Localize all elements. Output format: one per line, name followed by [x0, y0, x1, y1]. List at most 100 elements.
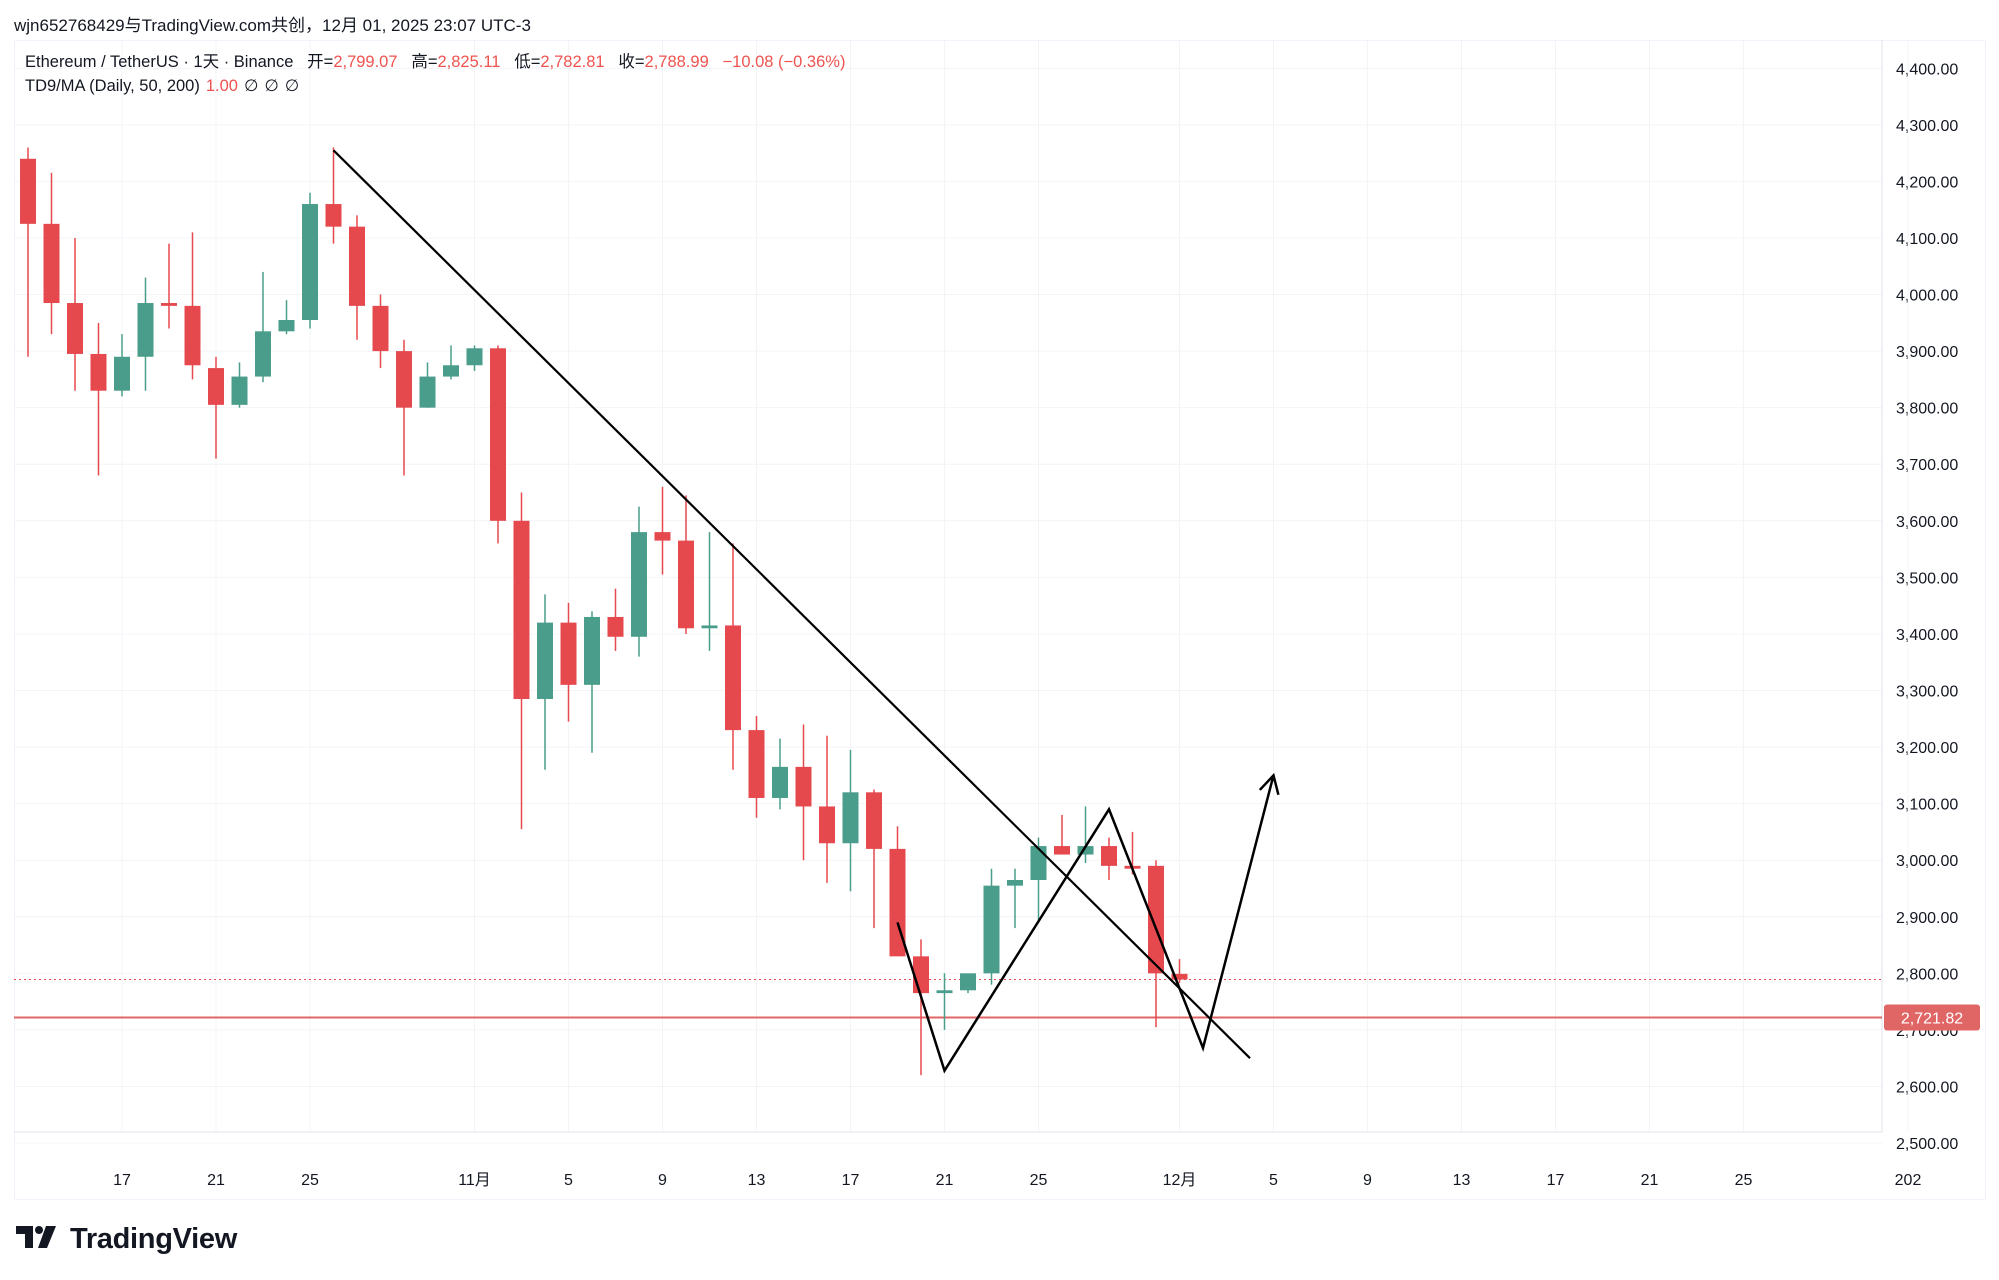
candle-body [419, 376, 436, 408]
y-tick-label: 3,200.00 [1896, 740, 1958, 757]
x-tick-label: 5 [1269, 1172, 1278, 1189]
x-tick-label: 21 [207, 1172, 225, 1189]
tradingview-brand[interactable]: TradingView [16, 1223, 237, 1256]
y-tick-label: 3,600.00 [1896, 514, 1958, 531]
candle-body [67, 303, 83, 354]
candle-body [1077, 846, 1094, 855]
brand-name: TradingView [70, 1223, 237, 1255]
indicator-null-2: ∅ [264, 77, 279, 95]
downtrend-line [332, 149, 1251, 1059]
candle-body [90, 353, 107, 391]
y-tick-label: 3,500.00 [1896, 570, 1958, 587]
legend-ohlc-row: Ethereum / TetherUS · 1天 · Binance 开=2,7… [25, 50, 845, 74]
x-tick-label: 11月 [458, 1172, 491, 1189]
support-price-tag [1884, 1004, 1980, 1031]
low-value: 2,782.81 [540, 53, 605, 71]
y-tick-label: 2,800.00 [1896, 966, 1958, 983]
candle-body [490, 348, 506, 521]
x-tick-label: 13 [1453, 1172, 1471, 1189]
candle-body [302, 204, 318, 320]
y-tick-label: 3,800.00 [1896, 401, 1958, 418]
candle-body [443, 365, 459, 377]
support-price-label: 2,721.82 [1901, 1011, 1963, 1028]
x-tick-label: 9 [658, 1172, 667, 1189]
candle-body [349, 226, 365, 306]
legend-indicator-row: TD9/MA (Daily, 50, 200) 1.00 ∅ ∅ ∅ [25, 74, 845, 98]
candle-body [983, 885, 1000, 974]
y-tick-label: 3,000.00 [1896, 853, 1958, 870]
candle-body [866, 792, 882, 849]
high-value: 2,825.11 [437, 53, 501, 71]
share-caption: wjn652768429与TradingView.com共创，12月 01, 2… [14, 16, 531, 35]
candle-body [560, 622, 577, 685]
candle-body [1007, 880, 1023, 886]
x-tick-label: 12月 [1163, 1172, 1197, 1189]
high-label: 高= [411, 53, 438, 71]
candle-body [701, 625, 718, 629]
indicator-null-1: ∅ [243, 77, 259, 95]
candle-body [819, 806, 835, 844]
candle-body [772, 766, 788, 798]
candle-body [137, 303, 154, 357]
chart-frame [14, 40, 1986, 1200]
candle-body [795, 766, 812, 807]
x-tick-label: 21 [1641, 1172, 1659, 1189]
y-tick-label: 2,600.00 [1896, 1079, 1958, 1096]
candle-body [748, 730, 765, 798]
candle-body [936, 990, 953, 994]
candle-body [161, 303, 177, 306]
y-tick-label: 4,200.00 [1896, 174, 1958, 191]
candle-body [725, 625, 741, 731]
candle-body [1054, 846, 1070, 855]
candle-body [678, 540, 694, 629]
x-tick-label: 17 [113, 1172, 131, 1189]
candle-body [1148, 865, 1164, 974]
candle-body [184, 305, 201, 366]
x-tick-label: 25 [1030, 1172, 1048, 1189]
candle-body [607, 616, 624, 637]
candle-body [325, 204, 342, 227]
y-tick-label: 3,100.00 [1896, 797, 1958, 814]
candle-body [466, 348, 483, 366]
candle-body [278, 320, 295, 332]
y-tick-label: 3,400.00 [1896, 627, 1958, 644]
candle-body [208, 368, 224, 405]
indicator-null-3: ∅ [284, 77, 300, 95]
x-tick-label: 17 [842, 1172, 860, 1189]
x-tick-label: 17 [1547, 1172, 1565, 1189]
open-label: 开= [307, 53, 334, 71]
symbol-label[interactable]: Ethereum / TetherUS · 1天 · Binance [25, 53, 294, 71]
y-tick-label: 3,900.00 [1896, 344, 1958, 361]
candle-body [114, 356, 130, 391]
chart-legend: Ethereum / TetherUS · 1天 · Binance 开=2,7… [25, 50, 845, 98]
y-tick-label: 4,100.00 [1896, 231, 1958, 248]
x-tick-label: 25 [301, 1172, 319, 1189]
candle-body [1101, 846, 1117, 866]
candle-body [1030, 846, 1047, 880]
x-tick-label: 13 [748, 1172, 766, 1189]
change-value: −10.08 (−0.36%) [722, 53, 846, 71]
close-label: 收= [618, 53, 645, 71]
indicator-name[interactable]: TD9/MA (Daily, 50, 200) [25, 77, 200, 95]
open-value: 2,799.07 [333, 53, 398, 71]
candle-body [43, 223, 60, 304]
x-tick-label: 25 [1735, 1172, 1753, 1189]
low-label: 低= [514, 53, 541, 71]
y-tick-label: 2,500.00 [1896, 1136, 1958, 1153]
candle-body [889, 848, 906, 957]
candle-body [513, 520, 530, 699]
candle-body [960, 973, 976, 991]
candle-body [584, 616, 600, 685]
candle-body [396, 351, 412, 408]
candle-body [1171, 973, 1188, 980]
y-tick-label: 3,300.00 [1896, 684, 1958, 701]
candle-body [842, 792, 859, 844]
candle-body [631, 532, 647, 637]
candle-body [372, 305, 389, 352]
candle-body [20, 158, 36, 224]
y-tick-label: 4,400.00 [1896, 61, 1958, 78]
y-tick-label: 2,900.00 [1896, 910, 1958, 927]
y-tick-label: 4,300.00 [1896, 118, 1958, 135]
projection-arrowhead [1258, 772, 1280, 796]
